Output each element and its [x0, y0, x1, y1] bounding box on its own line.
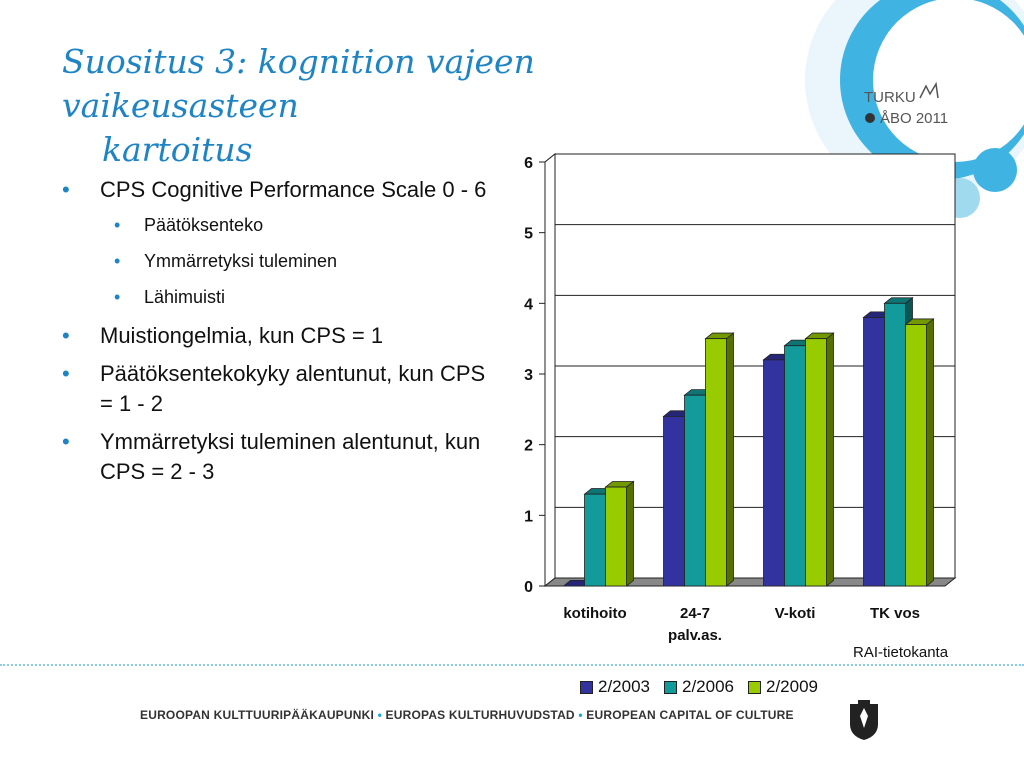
- x-tick-label: V-koti: [775, 605, 816, 622]
- bar-front: [605, 486, 627, 587]
- sub-bullet-item: • Lähimuisti: [62, 285, 502, 309]
- y-tick-label: 5: [524, 226, 533, 243]
- bar-front: [784, 345, 806, 587]
- bullet-dot-icon: •: [114, 287, 121, 307]
- sub-bullet-item: • Ymmärretyksi tuleminen: [62, 249, 502, 273]
- bullet-item: • Päätöksentekokyky alentunut, kun CPS = …: [62, 359, 502, 419]
- bar-front: [584, 493, 606, 587]
- bar: [804, 332, 835, 587]
- footer-part-2: EUROPAS KULTURHUVUDSTAD: [385, 708, 575, 722]
- y-tick-label: 0: [524, 579, 533, 596]
- legend-item: 2/2009: [748, 677, 818, 697]
- bar-side: [626, 480, 634, 587]
- bullet-dot-icon: •: [62, 323, 70, 348]
- bullet-list: • CPS Cognitive Performance Scale 0 - 6 •…: [62, 175, 502, 495]
- y-tick-label: 1: [524, 508, 533, 525]
- legend-swatch: [580, 680, 593, 694]
- sub-bullet-item: • Päätöksenteko: [62, 213, 502, 237]
- legend-label: 2/2003: [598, 677, 650, 696]
- legend-label: 2/2006: [682, 677, 734, 696]
- bullet-dot-icon: •: [114, 251, 121, 271]
- footer-part-1: EUROOPAN KULTTUURIPÄÄKAUPUNKI: [140, 708, 375, 722]
- bar-front: [684, 394, 706, 587]
- y-tick-label: 3: [524, 367, 533, 384]
- y-tick-label: 4: [524, 296, 533, 313]
- footer-part-3: EUROPEAN CAPITAL OF CULTURE: [586, 708, 794, 722]
- y-tick-label: 6: [524, 155, 533, 172]
- legend-swatch: [748, 680, 761, 694]
- bar-front: [663, 415, 685, 587]
- turku-abo-2011-logo-icon: TURKU ÅBO 2011: [860, 80, 1010, 130]
- bullet-text: CPS Cognitive Performance Scale 0 - 6: [100, 177, 487, 202]
- bar-front: [884, 302, 906, 587]
- bullet-dot-icon: •: [114, 215, 121, 235]
- bullet-dot-icon: •: [62, 177, 70, 202]
- footer-divider: [0, 664, 1024, 666]
- chart-side-wall: [544, 152, 556, 588]
- bar-front: [905, 324, 927, 587]
- bullet-item: • Ymmärretyksi tuleminen alentunut, kun C…: [62, 427, 502, 487]
- bar-side: [826, 332, 834, 587]
- bar-front: [863, 317, 885, 587]
- logo-line2: ÅBO 2011: [880, 110, 948, 127]
- bullet-text: Päätöksenteko: [144, 215, 264, 235]
- bar-side: [926, 318, 934, 587]
- legend-item: 2/2003: [580, 677, 650, 697]
- footer-text: EUROOPAN KULTTUURIPÄÄKAUPUNKI • EUROPAS …: [140, 708, 840, 722]
- logo-line1: TURKU: [864, 89, 916, 106]
- bar: [604, 480, 635, 587]
- bullet-text: Muistiongelmia, kun CPS = 1: [100, 323, 384, 348]
- chart-legend: 2/2003 2/2006 2/2009: [580, 676, 890, 698]
- bullet-item: • Muistiongelmia, kun CPS = 1: [62, 321, 502, 351]
- bullet-dot-icon: •: [62, 429, 70, 454]
- bullet-text: Päätöksentekokyky alentunut, kun CPS = 1…: [100, 361, 486, 416]
- bar: [904, 318, 935, 587]
- bar: [704, 332, 735, 587]
- bar-side: [726, 332, 734, 587]
- bullet-text: Lähimuisti: [144, 287, 226, 307]
- y-tick-label: 2: [524, 438, 533, 455]
- footer-separator: •: [578, 708, 583, 722]
- x-tick-label: 24-7: [680, 605, 710, 622]
- bar-chart: 0 1 2 3 4 5 6 kotihoito 24-7 palv.as. V-koti TK vos: [524, 152, 957, 644]
- slide-title: Suositus 3: kognition vajeen vaikeusaste…: [62, 40, 782, 172]
- bar-front: [805, 338, 827, 587]
- x-tick-label: TK vos: [870, 605, 920, 622]
- source-label: RAI-tietokanta: [853, 644, 949, 661]
- bar-front: [763, 359, 785, 587]
- x-tick-label: kotihoito: [563, 605, 626, 622]
- bullet-dot-icon: •: [62, 361, 70, 386]
- bullet-item: • CPS Cognitive Performance Scale 0 - 6: [62, 175, 502, 205]
- bullet-text: Ymmärretyksi tuleminen: [144, 251, 338, 271]
- legend-item: 2/2006: [664, 677, 734, 697]
- legend-label: 2/2009: [766, 677, 818, 696]
- x-tick-label: palv.as.: [668, 627, 722, 644]
- bar-front: [705, 338, 727, 587]
- legend-swatch: [664, 680, 677, 694]
- footer-separator: •: [377, 708, 382, 722]
- bullet-text: Ymmärretyksi tuleminen alentunut, kun CP…: [100, 429, 481, 484]
- turku-coat-of-arms-icon: [850, 700, 878, 740]
- title-line-2: kartoitus: [102, 130, 253, 169]
- title-line-1: Suositus 3: kognition vajeen vaikeusaste…: [62, 42, 535, 125]
